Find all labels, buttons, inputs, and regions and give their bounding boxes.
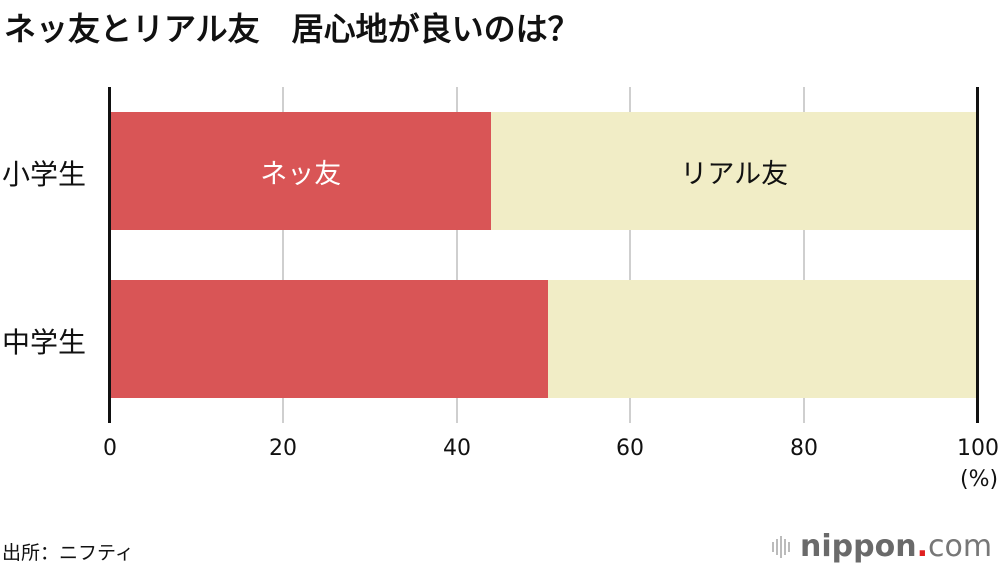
- logo-soundwave-icon: [772, 534, 790, 560]
- category-label-elementary: 小学生: [2, 158, 87, 191]
- x-tick-80: 80: [790, 436, 818, 461]
- gridline-20: [282, 87, 284, 423]
- bar-row-elementary: ネッ友 リアル友: [110, 112, 977, 230]
- x-tick-20: 20: [269, 436, 297, 461]
- bar-row-junior-high: [110, 280, 977, 398]
- logo-name: nippon: [800, 529, 917, 564]
- bar-segment-real-friends: リアル友: [491, 112, 977, 230]
- x-tick-40: 40: [443, 436, 471, 461]
- x-tick-100: 100: [957, 436, 999, 461]
- gridline-40: [456, 87, 458, 423]
- nippon-com-logo: nippon. com: [772, 529, 992, 564]
- gridline-60: [629, 87, 631, 423]
- bar-segment-net-friends: [110, 280, 548, 398]
- series-label-real-friends: リアル友: [680, 158, 789, 190]
- axis-line-right: [976, 87, 979, 423]
- bar-segment-net-friends: ネッ友: [110, 112, 492, 230]
- x-axis-unit: (%): [960, 467, 999, 492]
- x-tick-0: 0: [103, 436, 117, 461]
- bar-segment-real-friends: [547, 280, 977, 398]
- logo-dot: .: [916, 529, 928, 564]
- chart-title: ネッ友とリアル友 居心地が良いのは？: [4, 10, 580, 48]
- x-tick-60: 60: [616, 436, 644, 461]
- axis-line-left: [108, 87, 111, 423]
- category-label-junior-high: 中学生: [2, 326, 87, 359]
- logo-com: com: [927, 529, 993, 564]
- gridline-80: [803, 87, 805, 423]
- series-label-net-friends: ネッ友: [260, 158, 342, 190]
- source-note: 出所：ニフティ: [2, 542, 134, 564]
